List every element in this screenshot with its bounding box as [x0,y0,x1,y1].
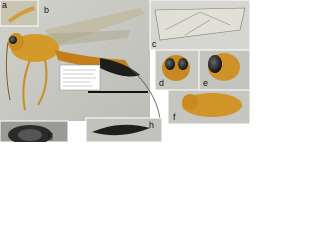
panel-f: f [167,89,250,125]
panel-letter: e [203,78,208,88]
panel-c: c [149,0,250,51]
figure-plate: b a c d e f g [0,0,250,142]
panel-letter: f [173,112,176,122]
panel-letter: a [2,0,7,10]
panel-letter: g [48,130,53,140]
panel-b: b [0,0,161,121]
panel-e: e [198,49,250,91]
scale-bar [88,91,148,93]
panel-g: g [0,120,69,142]
panel-d: d [154,49,200,91]
panel-h: h [85,117,163,142]
panel-letter: b [44,5,49,15]
panel-letter: c [152,39,157,49]
panel-a: a [0,0,39,27]
panel-letter: h [149,120,154,130]
panel-letter: d [159,78,164,88]
